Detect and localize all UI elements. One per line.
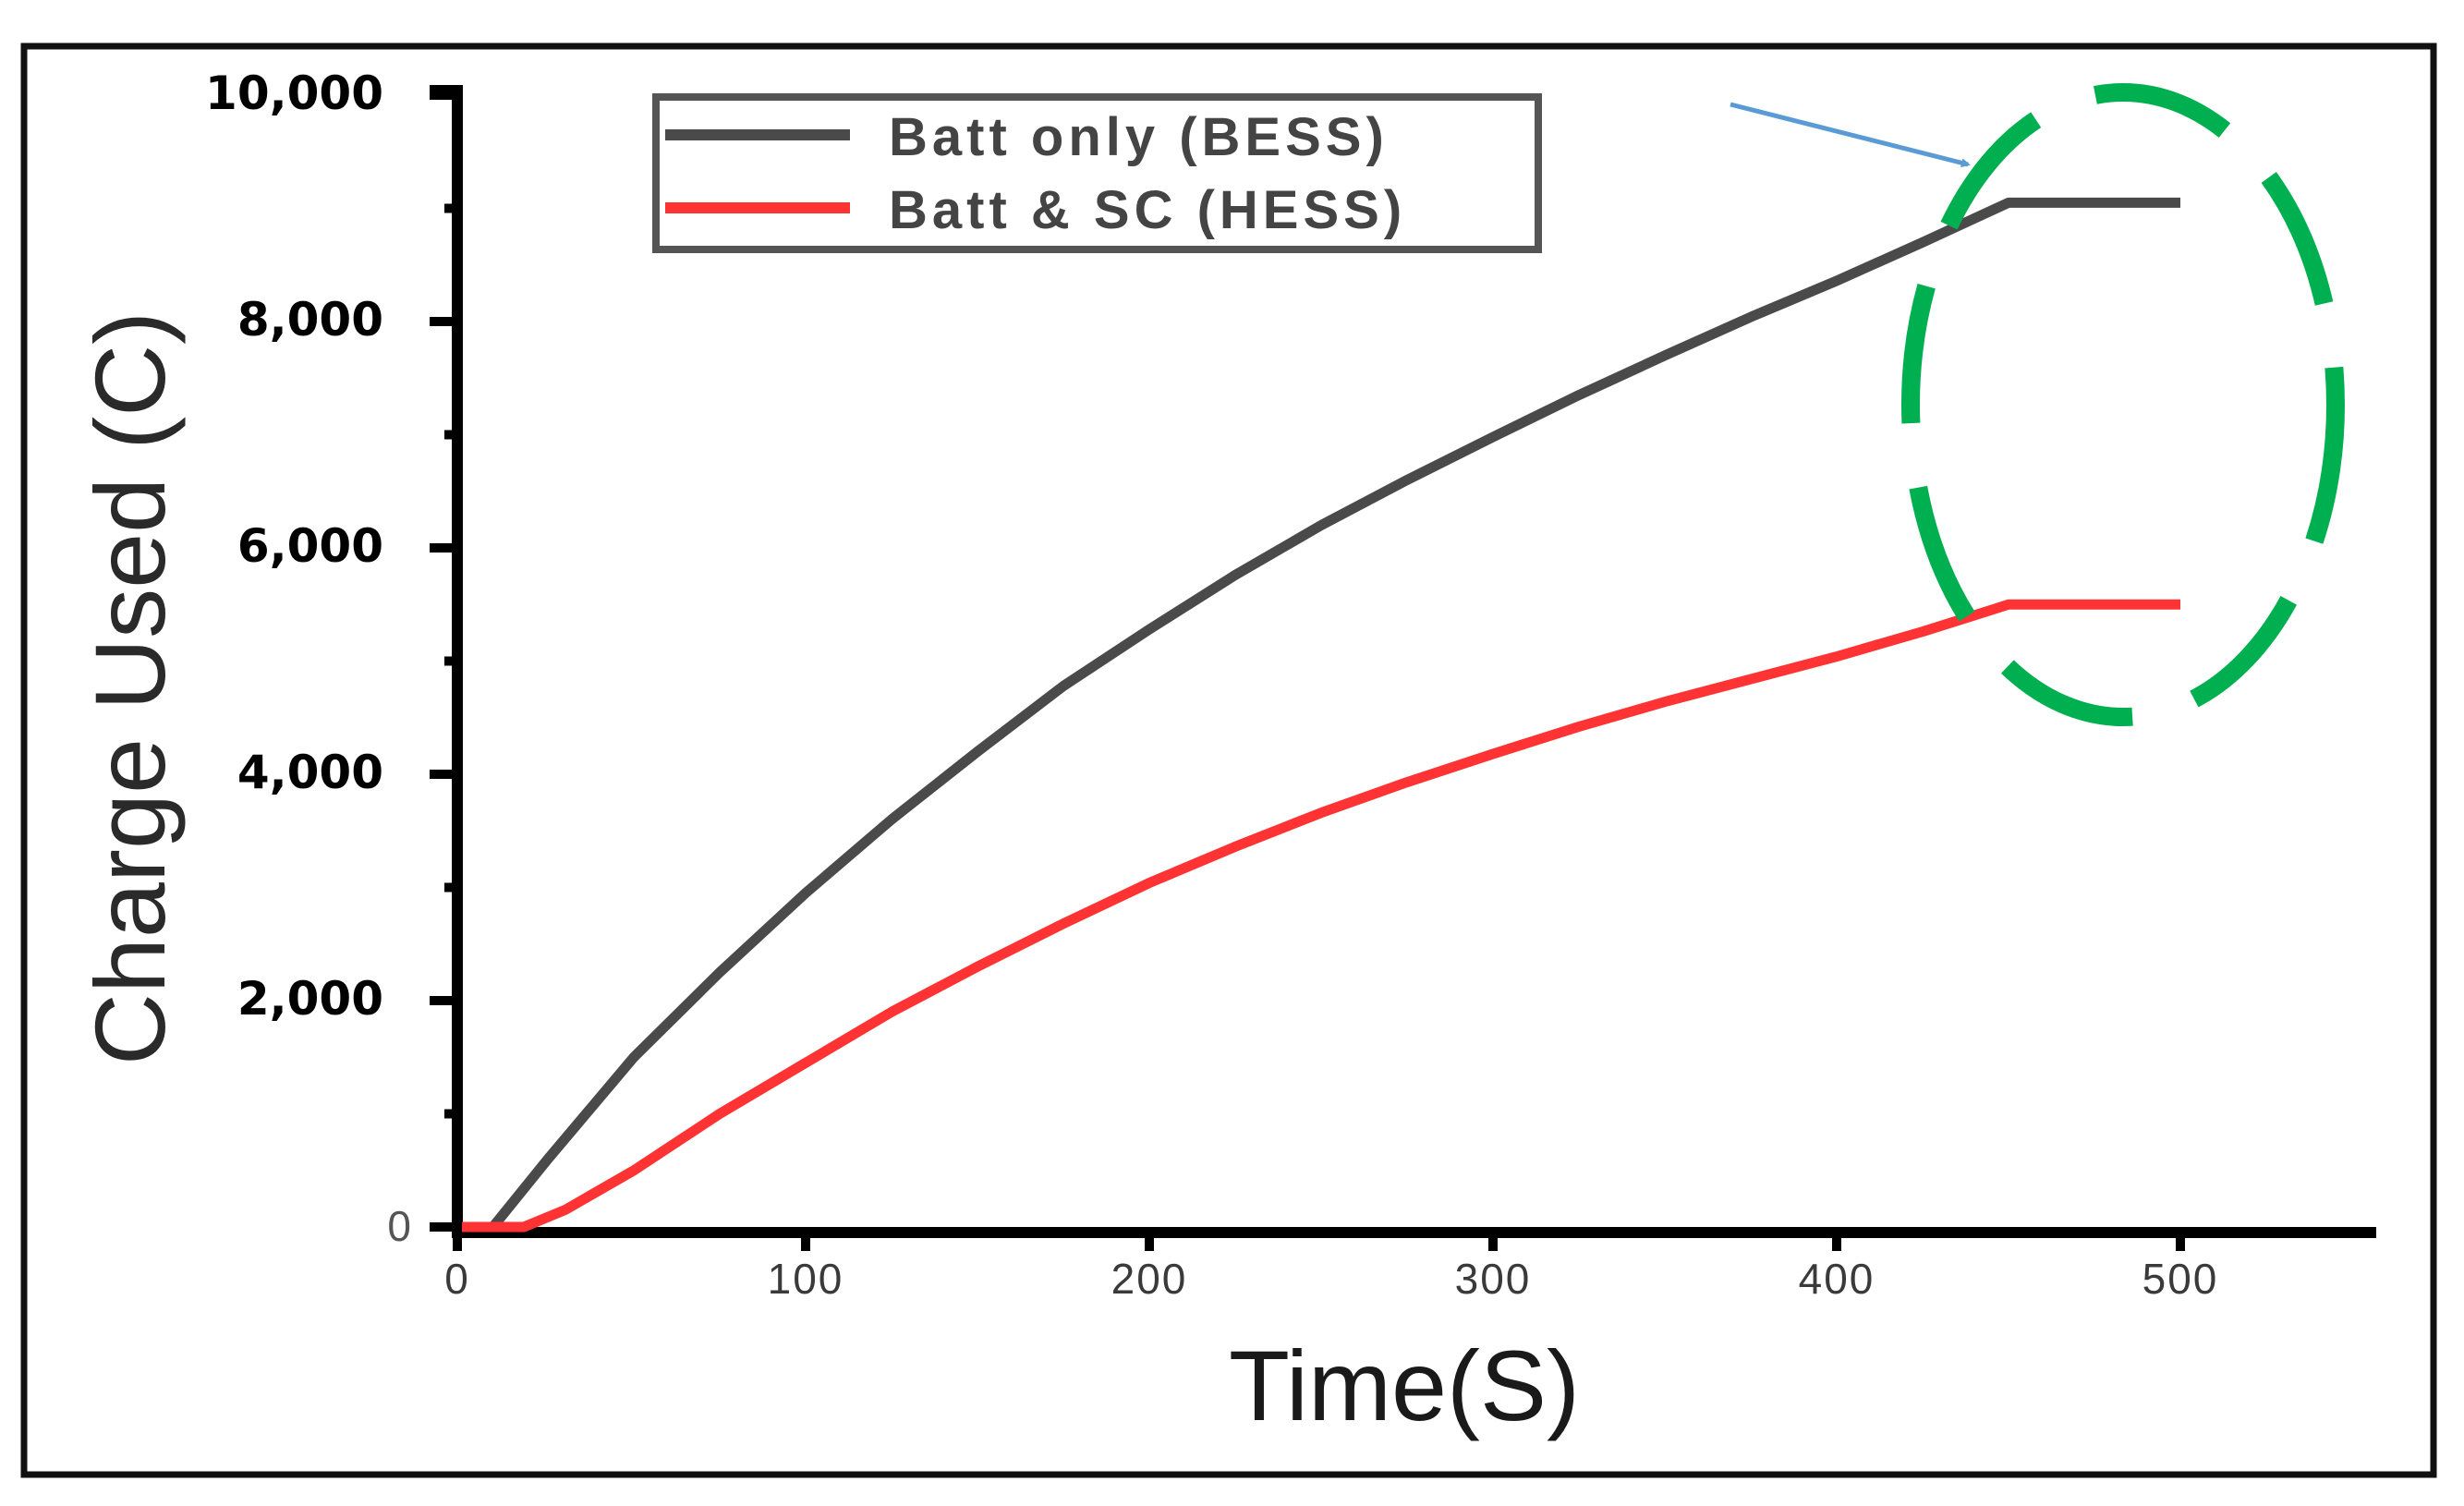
y-tick-label: 0 (387, 1202, 411, 1250)
x-tick-label: 100 (768, 1255, 844, 1303)
y-tick-label: 6,000 (237, 519, 383, 573)
x-tick-label: 500 (2142, 1255, 2219, 1303)
y-tick-label: 4,000 (237, 746, 383, 799)
x-tick-label: 400 (1799, 1255, 1875, 1303)
legend-box (652, 93, 1542, 253)
series-line-bess (489, 197, 2180, 1231)
legend-label-hess: Batt & SC (HESS) (889, 180, 1406, 240)
legend-label-bess: Batt only (BESS) (889, 107, 1389, 167)
x-tick-label: 200 (1111, 1255, 1188, 1303)
y-tick-label: 10,000 (205, 67, 383, 120)
x-tick-label: 0 (444, 1255, 470, 1303)
annotation-arrow-icon (1730, 102, 1971, 168)
x-tick-label: 300 (1455, 1255, 1532, 1303)
legend: Batt only (BESS) Batt & SC (HESS) (652, 93, 1542, 253)
y-axis-ticks: 0 2,000 4,000 6,000 8,000 10,000 (205, 67, 457, 1250)
y-tick-label: 2,000 (237, 972, 383, 1026)
axes-lines (430, 85, 2376, 1238)
x-axis-label: Time(S) (1229, 1330, 1580, 1441)
series-group (462, 197, 2180, 1233)
x-axis-ticks: 0 100 200 300 400 500 (444, 1233, 2219, 1303)
figure-frame (20, 43, 2437, 1478)
highlight-ellipse (1901, 83, 2345, 726)
y-axis-label: Charge Used (C) (74, 311, 186, 1065)
y-tick-label: 8,000 (237, 293, 383, 346)
series-line-hess (462, 599, 2180, 1233)
